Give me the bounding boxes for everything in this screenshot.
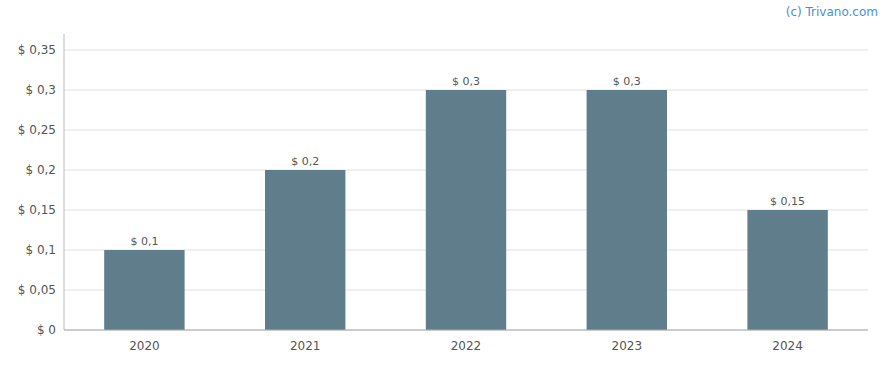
grid-line — [64, 50, 868, 51]
y-tick-label: $ 0,25 — [18, 123, 56, 137]
y-axis-line — [64, 34, 65, 330]
y-tick-label: $ 0 — [37, 323, 56, 337]
data-label: $ 0,15 — [770, 195, 805, 208]
data-label: $ 0,1 — [130, 235, 158, 248]
bar — [265, 170, 345, 330]
x-axis-line — [64, 330, 868, 331]
data-labels: $ 0,1 $ 0,2 $ 0,3 $ 0,3 $ 0,15 — [130, 75, 805, 248]
bar — [426, 90, 506, 330]
y-tick-label: $ 0,35 — [18, 43, 56, 57]
chart: $ 0$ 0,05$ 0,1$ 0,15$ 0,2$ 0,25$ 0,3$ 0,… — [0, 0, 888, 370]
data-label: $ 0,3 — [452, 75, 480, 88]
data-label: $ 0,2 — [291, 155, 319, 168]
y-tick-label: $ 0,2 — [25, 163, 56, 177]
y-tick-label: $ 0,05 — [18, 283, 56, 297]
x-axis: 2020 2021 2022 2023 2024 — [64, 330, 868, 353]
y-tick-label: $ 0,3 — [25, 83, 56, 97]
x-tick-label: 2022 — [451, 339, 482, 353]
chart-container: $ 0$ 0,05$ 0,1$ 0,15$ 0,2$ 0,25$ 0,3$ 0,… — [0, 0, 888, 370]
y-tick-label: $ 0,1 — [25, 243, 56, 257]
y-tick-label: $ 0,15 — [18, 203, 56, 217]
y-axis: $ 0 $ 0,05 $ 0,1 $ 0,15 $ 0,2 $ 0,25 $ 0,3 $ 0,… — [18, 34, 64, 337]
x-tick-label: 2020 — [129, 339, 160, 353]
x-tick-label: 2023 — [612, 339, 643, 353]
x-tick-label: 2024 — [772, 339, 803, 353]
grid — [64, 50, 868, 330]
bar — [587, 90, 667, 330]
bar — [104, 250, 184, 330]
watermark: (c) Trivano.com — [786, 5, 878, 19]
bars — [104, 90, 828, 330]
data-label: $ 0,3 — [613, 75, 641, 88]
x-tick-label: 2021 — [290, 339, 321, 353]
grid-line — [64, 330, 868, 331]
bar — [747, 210, 827, 330]
